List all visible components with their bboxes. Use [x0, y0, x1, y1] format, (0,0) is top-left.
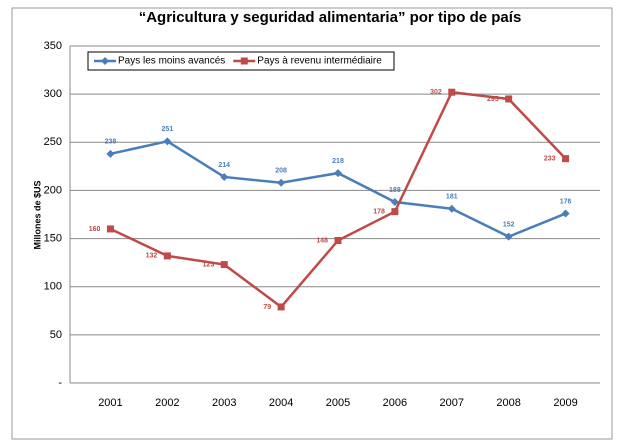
data-label: 79: [263, 304, 271, 311]
data-label: 181: [446, 194, 458, 201]
data-label: 218: [332, 158, 344, 165]
y-axis-label: Millones de $US: [32, 180, 42, 249]
marker: [448, 88, 456, 96]
marker: [504, 232, 513, 241]
series-line: [109, 90, 567, 309]
y-tick-label: -: [58, 377, 62, 389]
x-tick-label: 2005: [326, 397, 350, 409]
data-label: 238: [105, 139, 117, 146]
marker: [106, 149, 115, 158]
marker: [220, 261, 228, 269]
x-tick-label: 2002: [155, 397, 179, 409]
data-label: 148: [316, 237, 328, 244]
y-tick-label: 250: [44, 136, 62, 148]
x-tick-label: 2006: [383, 397, 407, 409]
x-tick-label: 2008: [496, 397, 520, 409]
data-label: 188: [389, 187, 401, 194]
y-tick-label: 150: [44, 232, 62, 244]
series-line: [110, 139, 567, 239]
marker: [334, 236, 342, 244]
data-label: 178: [373, 208, 385, 215]
chart-frame: [11, 7, 613, 440]
y-tick-label: 200: [44, 184, 62, 196]
y-tick-label: 300: [44, 88, 62, 100]
data-label: 233: [544, 155, 556, 162]
data-label: 251: [161, 126, 173, 133]
data-label: 208: [275, 168, 287, 175]
data-label: 214: [218, 162, 230, 169]
marker: [562, 155, 570, 163]
data-label: 160: [89, 226, 101, 233]
chart-title: “Agricultura y seguridad alimentaria” po…: [139, 9, 522, 26]
y-tick-label: 100: [44, 281, 62, 293]
x-tick-label: 2003: [212, 397, 236, 409]
marker: [163, 252, 171, 260]
x-tick-label: 2009: [553, 397, 577, 409]
y-tick-label: 50: [50, 329, 62, 341]
marker: [561, 209, 570, 218]
marker: [220, 172, 229, 181]
marker: [106, 225, 114, 233]
legend-label: Pays à revenu intermédiaire: [257, 56, 382, 67]
x-tick-label: 2007: [440, 397, 464, 409]
marker: [505, 95, 513, 103]
marker: [163, 137, 172, 146]
marker: [391, 208, 399, 216]
marker: [277, 303, 285, 311]
data-label: 295: [487, 96, 499, 103]
legend-label: Pays les moins avancés: [118, 56, 225, 67]
data-label: 123: [203, 261, 215, 268]
x-tick-label: 2001: [98, 397, 122, 409]
marker: [447, 204, 456, 213]
y-tick-label: 350: [44, 40, 62, 52]
legend-marker: [101, 57, 109, 65]
marker: [334, 169, 342, 178]
data-label: 176: [560, 198, 572, 205]
marker: [390, 197, 399, 206]
marker: [277, 178, 286, 187]
data-label: 152: [503, 221, 515, 228]
x-tick-label: 2004: [269, 397, 293, 409]
legend-marker: [240, 57, 248, 65]
data-label: 132: [146, 253, 158, 260]
data-label: 302: [430, 89, 442, 96]
